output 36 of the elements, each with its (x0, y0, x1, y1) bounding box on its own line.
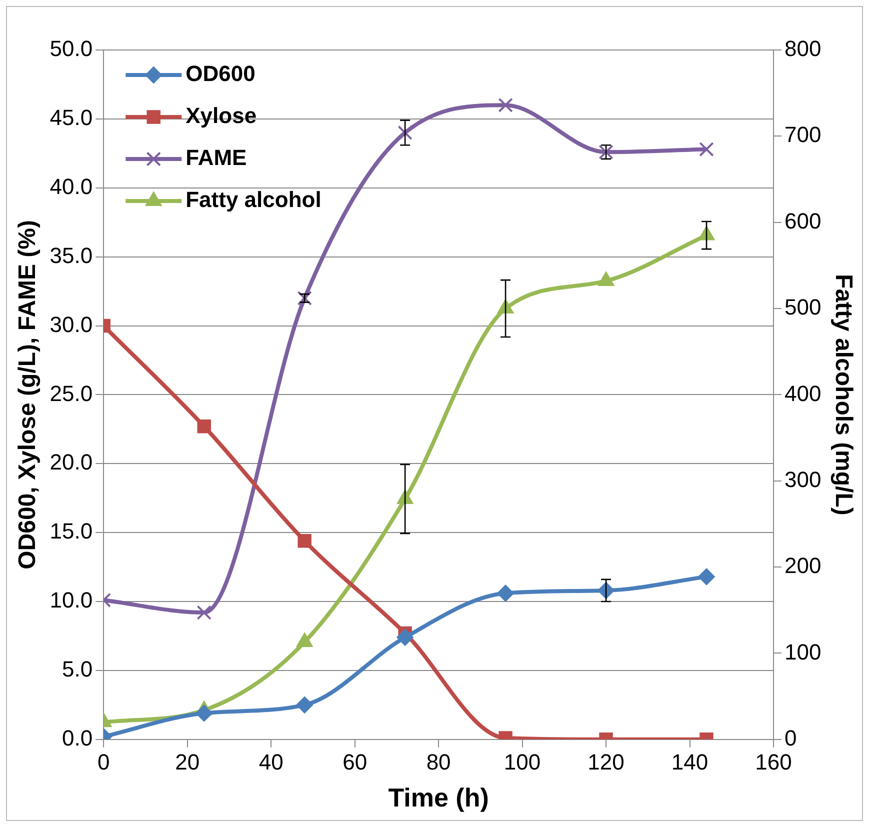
x-axis-title: Time (h) (388, 782, 489, 813)
legend-label: Fatty alcohol (186, 187, 322, 212)
y2-tick-label: 600 (784, 208, 822, 234)
y-tick-label: 10.0 (50, 588, 93, 613)
y2-tick-label: 100 (784, 639, 822, 664)
y2-tick-label: 700 (784, 122, 822, 148)
y-tick-label: 5.0 (62, 656, 93, 682)
legend-label: OD600 (186, 61, 256, 86)
y2-axis-title: Fatty alcohols (mg/L) (830, 274, 857, 516)
legend-label: Xylose (186, 103, 257, 128)
y2-tick-label: 400 (784, 380, 822, 406)
x-tick-label: 120 (588, 750, 624, 775)
y-tick-label: 0.0 (62, 725, 93, 750)
x-tick-label: 80 (426, 750, 451, 775)
y-tick-label: 40.0 (50, 174, 93, 199)
x-tick-label: 20 (175, 750, 200, 775)
y-tick-label: 45.0 (50, 105, 93, 130)
x-tick-label: 0 (97, 750, 110, 775)
y-tick-label: 25.0 (50, 380, 93, 406)
x-tick-label: 60 (342, 750, 368, 775)
legend-label: FAME (186, 145, 247, 170)
x-tick-label: 140 (671, 750, 708, 775)
x-tick-label: 100 (504, 750, 541, 775)
y-tick-label: 35.0 (50, 242, 93, 268)
y-tick-label: 30.0 (50, 312, 93, 337)
y-tick-label: 15.0 (50, 518, 93, 544)
y-tick-label: 20.0 (50, 450, 93, 475)
x-tick-label: 160 (755, 750, 792, 775)
y2-tick-label: 500 (784, 294, 822, 320)
y2-tick-label: 200 (784, 553, 822, 578)
y2-tick-label: 300 (784, 466, 822, 492)
y-tick-label: 50.0 (50, 36, 93, 62)
y-axis-title: OD600, Xylose (g/L), FAME (%) (14, 220, 42, 570)
y2-tick-label: 800 (784, 36, 822, 62)
y2-tick-label: 0 (784, 725, 797, 750)
x-tick-label: 40 (258, 750, 284, 775)
